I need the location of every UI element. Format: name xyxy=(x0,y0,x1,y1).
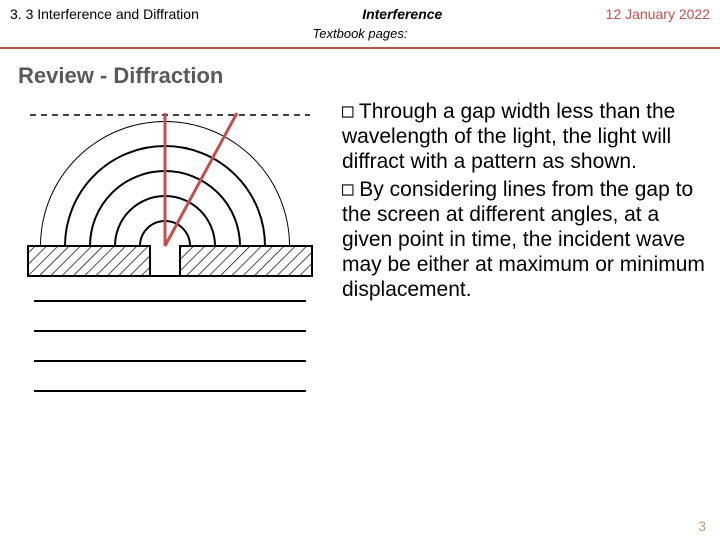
section-title: Review - Diffraction xyxy=(0,49,720,99)
diffraction-svg xyxy=(10,101,330,401)
header-date: 12 January 2022 xyxy=(606,6,710,22)
bullet-item: □ By considering lines from the gap to t… xyxy=(342,177,710,303)
bullet-mark-icon: □ xyxy=(342,100,353,122)
page-number: 3 xyxy=(698,518,706,534)
bullet-text: Through a gap width less than the wavele… xyxy=(342,100,675,173)
bullet-mark-icon: □ xyxy=(342,178,353,200)
header-section-label: 3. 3 Interference and Diffration xyxy=(10,6,199,22)
bullet-text: By considering lines from the gap to the… xyxy=(342,178,705,302)
header-subtitle: Textbook pages: xyxy=(0,24,720,47)
content-row: □ Through a gap width less than the wave… xyxy=(0,99,720,406)
diffraction-diagram xyxy=(10,99,340,406)
bullet-list: □ Through a gap width less than the wave… xyxy=(340,99,710,406)
header-title: Interference xyxy=(362,6,442,22)
bullet-item: □ Through a gap width less than the wave… xyxy=(342,99,710,175)
slide-header: 3. 3 Interference and Diffration Interfe… xyxy=(0,0,720,24)
